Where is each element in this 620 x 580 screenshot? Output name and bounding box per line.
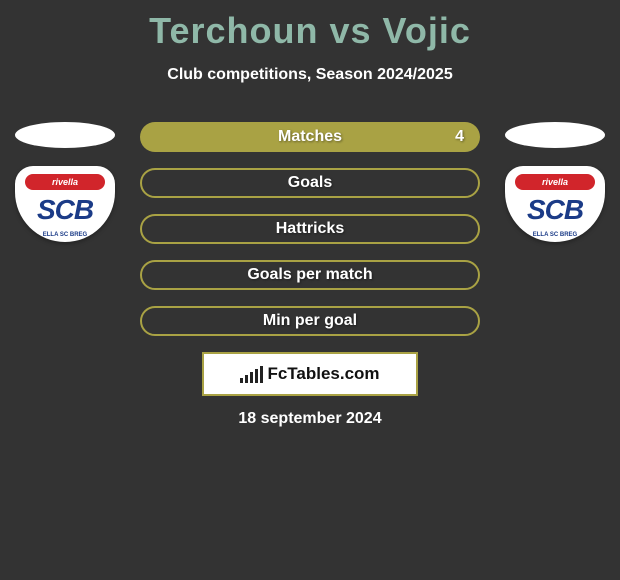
left-player-ellipse <box>15 122 115 148</box>
chart-icon <box>240 366 263 383</box>
right-badge-main: SCB <box>527 194 583 226</box>
left-player-area: rivella SCB ELLA SC BREG <box>10 122 120 242</box>
stat-bar: Goals <box>140 168 480 198</box>
brand-box: FcTables.com <box>202 352 418 396</box>
date-label: 18 september 2024 <box>0 410 620 428</box>
left-badge-strip: rivella <box>25 174 105 190</box>
stat-label: Min per goal <box>263 312 357 330</box>
subtitle: Club competitions, Season 2024/2025 <box>0 66 620 84</box>
right-player-ellipse <box>505 122 605 148</box>
stat-bar: Goals per match <box>140 260 480 290</box>
right-badge-strip: rivella <box>515 174 595 190</box>
left-club-badge: rivella SCB ELLA SC BREG <box>15 166 115 242</box>
right-badge-bottom: ELLA SC BREG <box>533 232 577 238</box>
stat-bar: Matches 4 <box>140 122 480 152</box>
right-club-badge: rivella SCB ELLA SC BREG <box>505 166 605 242</box>
stat-value-right: 4 <box>455 128 464 146</box>
left-badge-bottom: ELLA SC BREG <box>43 232 87 238</box>
right-player-area: rivella SCB ELLA SC BREG <box>500 122 610 242</box>
stat-label: Goals <box>288 174 332 192</box>
stats-bars: Matches 4 Goals Hattricks Goals per match Min… <box>140 122 480 352</box>
stat-bar: Hattricks <box>140 214 480 244</box>
stat-label: Goals per match <box>247 266 372 284</box>
stat-label: Matches <box>278 128 342 146</box>
brand-logo: FcTables.com <box>240 364 379 384</box>
stat-bar: Min per goal <box>140 306 480 336</box>
page-title: Terchoun vs Vojic <box>0 0 620 52</box>
left-badge-main: SCB <box>37 194 93 226</box>
brand-text: FcTables.com <box>267 364 379 384</box>
stat-label: Hattricks <box>276 220 344 238</box>
